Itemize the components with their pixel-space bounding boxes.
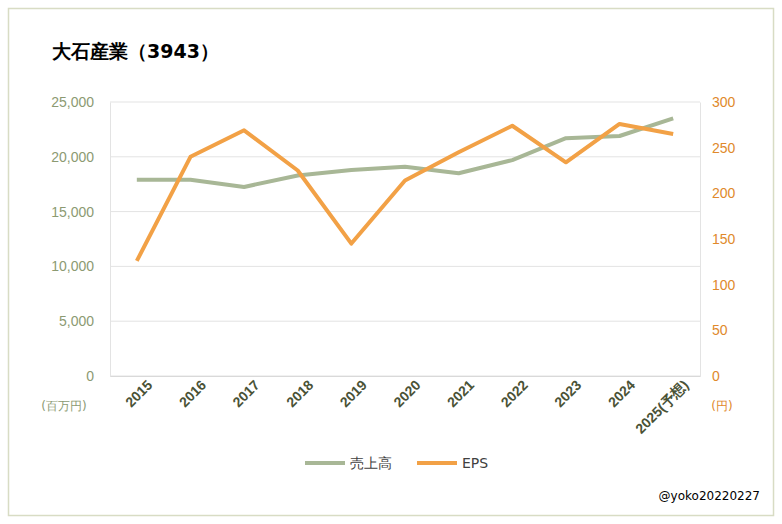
- tick-label: 2021: [444, 377, 477, 410]
- tick-label: 2022: [498, 377, 531, 410]
- tick-label: 200: [712, 185, 736, 201]
- frame: [9, 9, 774, 516]
- tick-label: 2016: [176, 377, 209, 410]
- tick-label: 300: [712, 94, 736, 110]
- tick: 50: [700, 322, 728, 338]
- tick-label: 2023: [551, 377, 584, 410]
- tick: 150: [700, 231, 736, 247]
- grid-line: [110, 156, 700, 157]
- tick: 10,000: [51, 258, 110, 274]
- tick: 2022: [498, 376, 531, 410]
- tick-label: 2024: [605, 377, 638, 410]
- tick-label: 2017: [229, 377, 262, 410]
- tick: 2024: [605, 376, 638, 410]
- tick: 0: [86, 368, 110, 384]
- grid-line: [110, 376, 700, 377]
- tick: 2015: [122, 376, 155, 410]
- tick: 200: [700, 185, 736, 201]
- chart: 大石産業（3943） 0 5,000 10,000 15,000 20,000 25,000…: [0, 0, 782, 524]
- tick: 15,000: [51, 204, 110, 220]
- tick: 2017: [229, 376, 262, 410]
- legend: 売上高 EPS: [305, 455, 488, 471]
- axis-line: [700, 103, 701, 377]
- grid-line: [110, 321, 700, 322]
- tick: 2019: [337, 376, 370, 410]
- tick: 2018: [283, 376, 316, 410]
- tick-label: 2025(予想): [632, 377, 692, 437]
- grid: [110, 102, 700, 376]
- tick-label: 10,000: [51, 258, 94, 274]
- legend-swatch: [305, 461, 345, 465]
- tick: 5,000: [59, 313, 110, 329]
- line: [137, 118, 673, 187]
- axis-title: (円): [711, 399, 732, 413]
- line: [137, 124, 673, 261]
- tick-label: 15,000: [51, 204, 94, 220]
- tick-label: 50: [712, 322, 728, 338]
- tick-label: 150: [712, 231, 736, 247]
- tick-label: 2015: [122, 377, 155, 410]
- legend-label: 売上高: [350, 455, 392, 471]
- tick: 2021: [444, 376, 477, 410]
- grid-line: [110, 211, 700, 212]
- axis-line: [111, 376, 701, 377]
- tick-label: 0: [712, 368, 720, 384]
- tick: 2016: [176, 376, 209, 410]
- annotation: @yoko20220227: [659, 489, 760, 503]
- tick-label: 250: [712, 140, 736, 156]
- tick-label: 5,000: [59, 313, 94, 329]
- tick: 2020: [390, 376, 423, 410]
- y-axis: 0 5,000 10,000 15,000 20,000 25,000: [51, 94, 110, 384]
- tick: 2023: [551, 376, 584, 410]
- plot-area: [137, 118, 673, 260]
- tick: 300: [700, 94, 736, 110]
- tick: 20,000: [51, 149, 110, 165]
- tick: 25,000: [51, 94, 110, 110]
- tick: 100: [700, 277, 736, 293]
- x-axis: 2015 2016 2017 2018 2019 2020 2021 2022 2023 2024…: [111, 376, 701, 437]
- legend-swatch: [417, 461, 457, 465]
- legend-label: EPS: [462, 455, 488, 471]
- tick: 2025(予想): [632, 376, 692, 437]
- tick-label: 100: [712, 277, 736, 293]
- tick: 250: [700, 140, 736, 156]
- tick-label: 2019: [337, 377, 370, 410]
- title: 大石産業（3943）: [52, 40, 219, 62]
- tick-label: 0: [86, 368, 94, 384]
- tick-label: 2020: [390, 377, 423, 410]
- grid-line: [110, 102, 700, 103]
- grid-line: [110, 266, 700, 267]
- y2-axis: 0 50 100 150 200 250 300: [700, 94, 736, 384]
- tick: 0: [700, 368, 720, 384]
- tick-label: 25,000: [51, 94, 94, 110]
- axis-title: (百万円): [41, 399, 86, 413]
- axis-line: [110, 103, 111, 377]
- tick-label: 2018: [283, 377, 316, 410]
- tick-label: 20,000: [51, 149, 94, 165]
